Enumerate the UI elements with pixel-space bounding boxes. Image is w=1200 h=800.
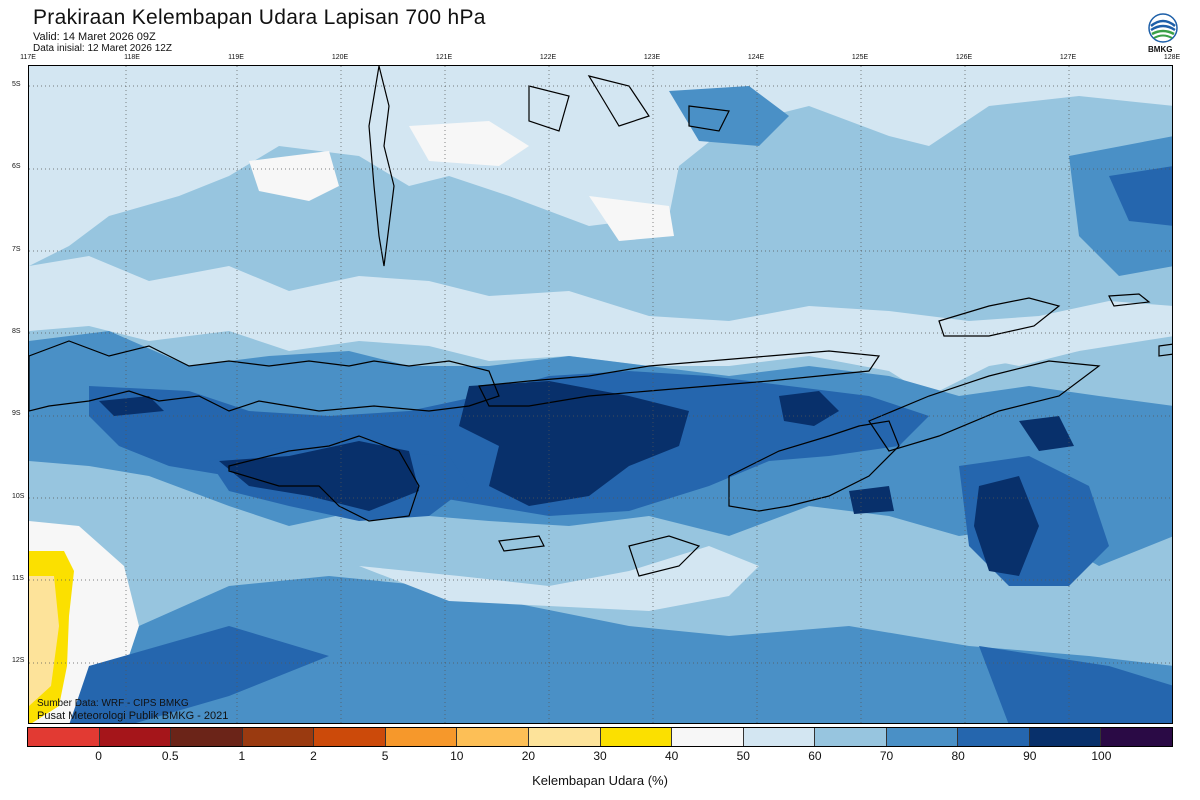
bmkg-logo-icon (1148, 13, 1178, 43)
colorbar-tick-label: 50 (736, 749, 750, 763)
colorbar-segment (99, 728, 172, 746)
producer-credit: Pusat Meteorologi Publik BMKG - 2021 (37, 710, 229, 722)
colorbar-segment (28, 728, 100, 746)
longitude-label: 122E (539, 54, 557, 61)
colorbar-tick-label: 0 (95, 749, 102, 763)
mid-field-sw (90, 576, 1172, 723)
longitude-label: 117E (20, 54, 36, 61)
light-field-mid (29, 256, 1172, 396)
longitude-label: 123E (643, 54, 661, 61)
colorbar-segment (242, 728, 315, 746)
colorbar-segment (314, 728, 386, 746)
humidity-map (28, 65, 1173, 724)
colorbar-segment (886, 728, 959, 746)
colorbar-tick-label: 80 (951, 749, 965, 763)
longitude-label: 119E (228, 54, 244, 61)
colorbar-segment (1029, 728, 1102, 746)
dark-field-se (979, 646, 1172, 723)
colorbar-tick-label: 70 (879, 749, 894, 763)
colorbar-segment (1101, 728, 1172, 746)
longitude-label: 128E (1163, 54, 1181, 61)
latitude-label: 9S (12, 410, 21, 418)
dark-field-south (69, 626, 329, 723)
colorbar-segment (528, 728, 601, 746)
darkest-field-5 (1019, 416, 1074, 451)
colorbar-tick-label: 40 (664, 749, 679, 763)
longitude-label: 118E (124, 54, 140, 61)
latitude-label: 5S (12, 81, 21, 88)
colorbar-segment (385, 728, 458, 746)
logo-text: BMKG (1148, 45, 1173, 54)
longitude-label: 125E (851, 54, 869, 61)
light-field-south (359, 546, 759, 611)
darkest-field-6 (849, 486, 894, 514)
colorbar-tick-label: 2 (310, 749, 317, 763)
coastlines (29, 66, 1172, 577)
white-patch-2 (409, 121, 529, 166)
mid-field-ne2 (669, 86, 789, 146)
colorbar-tick-label: 5 (381, 749, 389, 763)
map-title: Prakiraan Kelembapan Udara Lapisan 700 h… (33, 6, 486, 29)
latitude-label: 8S (12, 327, 21, 335)
colorbar-segment (743, 728, 816, 746)
colorbar-tick-label: 30 (593, 749, 607, 763)
colorbar-tick-label: 10 (450, 749, 464, 763)
longitude-label: 120E (331, 54, 349, 61)
colorbar-segment (457, 728, 529, 746)
colorbar-tick-label: 0.5 (161, 749, 179, 763)
colorbar-tick-label: 90 (1023, 749, 1037, 763)
darkest-field-4 (974, 476, 1039, 576)
colorbar-segment (171, 728, 243, 746)
longitude-label: 127E (1059, 54, 1077, 61)
graticule (29, 66, 1172, 723)
colorbar-segment (958, 728, 1030, 746)
initial-time: Data inisial: 12 Maret 2026 12Z (33, 43, 172, 54)
colorbar-segment (672, 728, 744, 746)
light-field-north (29, 66, 1172, 266)
darkest-field-1 (459, 381, 689, 506)
colorbar-tick-label: 100 (1091, 749, 1112, 763)
latitude-label: 11S (12, 574, 24, 582)
data-source: Sumber Data: WRF - CIPS BMKG (37, 698, 189, 709)
colorbar-tick-label: 1 (238, 749, 246, 763)
longitude-label: 121E (435, 54, 453, 61)
colorbar-title: Kelembapan Udara (%) (532, 773, 668, 788)
darkest-field-2 (219, 441, 419, 511)
darkest-field-3 (779, 391, 839, 426)
color-bar (27, 727, 1173, 747)
darkest-field-7 (99, 396, 164, 416)
valid-time: Valid: 14 Maret 2026 09Z (33, 31, 156, 43)
latitude-label: 12S (12, 657, 25, 665)
colorbar-tick-label: 60 (808, 749, 822, 763)
latitude-label: 6S (12, 163, 21, 171)
white-patch (249, 151, 339, 201)
pale-yellow-field (29, 576, 59, 706)
white-patch-e (959, 321, 1079, 366)
colorbar-segment (600, 728, 673, 746)
longitude-label: 126E (955, 54, 973, 61)
dark-field-ne (1109, 166, 1172, 226)
colorbar-segment (815, 728, 887, 746)
white-patch-3 (589, 196, 674, 241)
longitude-label: 124E (747, 54, 765, 61)
latitude-label: 10S (12, 492, 25, 500)
colorbar-tick-label: 20 (521, 749, 536, 763)
latitude-label: 7S (12, 245, 21, 253)
